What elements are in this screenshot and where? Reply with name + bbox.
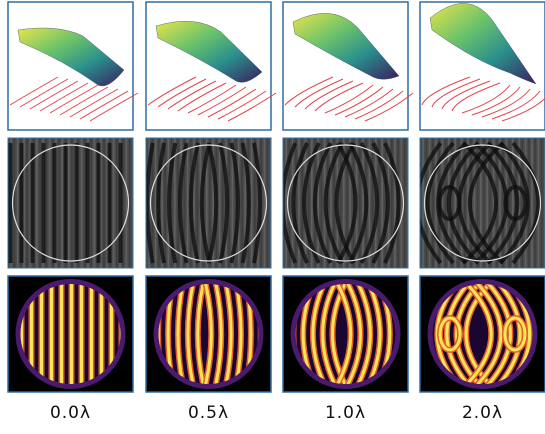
column-label: 0.0λ [50,403,91,423]
column-label: 2.0λ [462,403,503,423]
labels: 0.0λ 0.5λ 1.0λ 2.0λ [50,403,503,423]
panel-grid [8,2,545,393]
interferogram [146,138,271,268]
interferogram [417,138,545,268]
column-label: 0.5λ [188,403,229,423]
column-label: 1.0λ [325,403,366,423]
interferogram [283,138,408,268]
interferogram [8,138,133,268]
figure: 0.0λ 0.5λ 1.0λ 2.0λ [0,0,545,434]
